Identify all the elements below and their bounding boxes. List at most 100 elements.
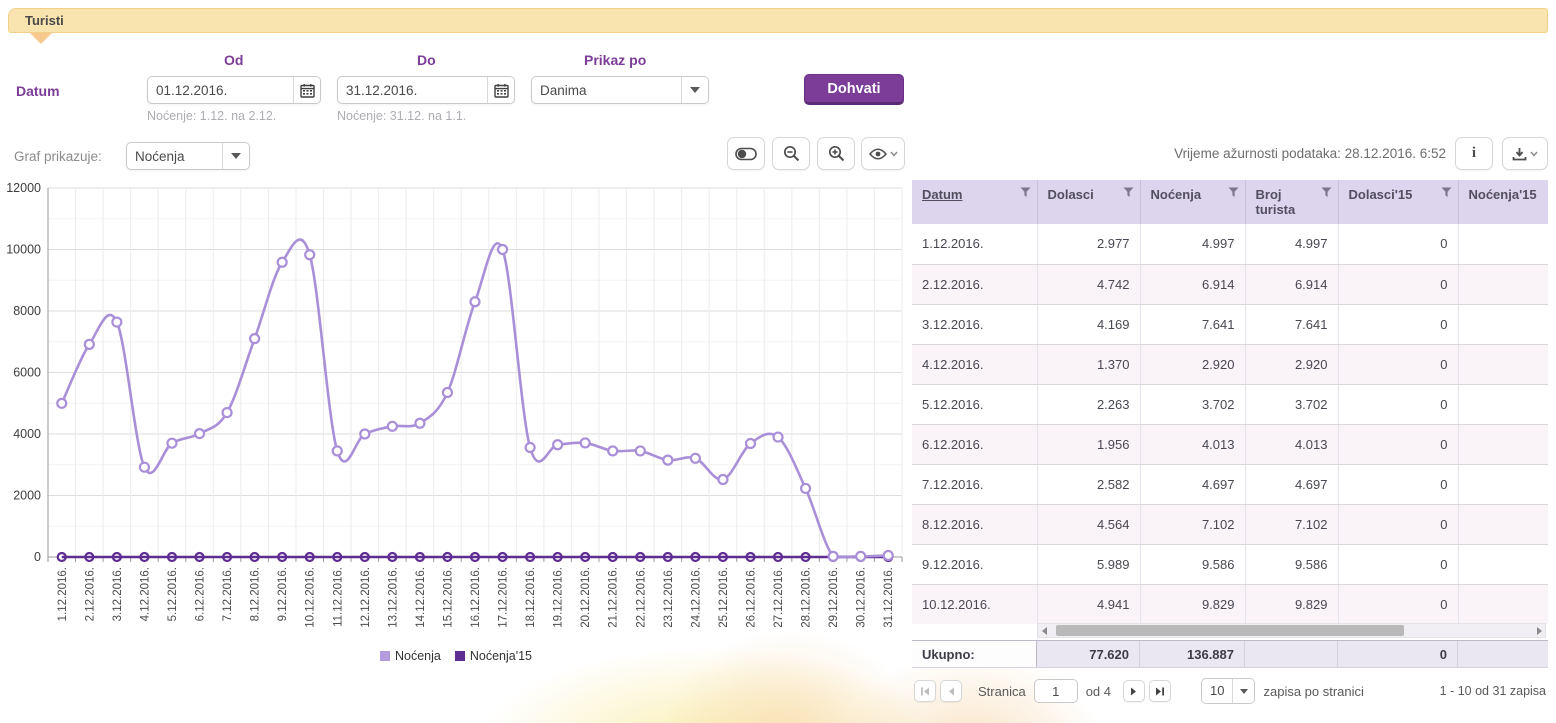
column-header-nocenja15[interactable]: Noćenja'15: [1458, 180, 1548, 224]
filter-icon[interactable]: [1020, 187, 1031, 198]
record-range-label: 1 - 10 od 31 zapisa: [1440, 684, 1546, 698]
do-label: Do: [417, 52, 436, 68]
cell-datum: 6.12.2016.: [912, 424, 1037, 464]
per-page-label: zapisa po stranici: [1263, 684, 1363, 699]
cell-value: 6.914: [1245, 264, 1338, 304]
column-header-datum[interactable]: Datum: [912, 180, 1037, 224]
chart-legend: Noćenja Noćenja'15: [0, 649, 912, 663]
scrollbar-track[interactable]: [1050, 625, 1533, 636]
next-page-button[interactable]: [1123, 680, 1145, 702]
scrollbar-thumb[interactable]: [1056, 625, 1404, 636]
table-row[interactable]: 6.12.2016.1.9564.0134.0130: [912, 424, 1548, 464]
chevron-down-icon[interactable]: [222, 143, 249, 169]
info-button[interactable]: i: [1455, 137, 1493, 170]
chart-toggle-button[interactable]: [727, 137, 765, 170]
cell-value: 2.582: [1037, 464, 1140, 504]
cell-datum: 7.12.2016.: [912, 464, 1037, 504]
column-header-nocenja[interactable]: Noćenja: [1140, 180, 1245, 224]
svg-text:25.12.2016.: 25.12.2016.: [718, 567, 730, 628]
filter-icon[interactable]: [1441, 187, 1452, 198]
legend-item-nocenja[interactable]: Noćenja: [380, 649, 441, 663]
calendar-to-button[interactable]: [487, 77, 514, 103]
totals-nocenja15: [1458, 641, 1548, 667]
zoom-in-button[interactable]: [817, 137, 855, 170]
cell-datum: 3.12.2016.: [912, 304, 1037, 344]
svg-text:17.12.2016.: 17.12.2016.: [498, 567, 510, 628]
cell-value: 0: [1338, 384, 1458, 424]
svg-text:3.12.2016.: 3.12.2016.: [112, 567, 124, 621]
svg-text:6.12.2016.: 6.12.2016.: [195, 567, 207, 621]
column-header-dolasci15[interactable]: Dolasci'15: [1338, 180, 1458, 224]
table-row[interactable]: 3.12.2016.4.1697.6417.6410: [912, 304, 1548, 344]
dohvati-button[interactable]: Dohvati: [804, 74, 904, 105]
cell-value: 4.997: [1245, 224, 1338, 264]
table-row[interactable]: 7.12.2016.2.5824.6974.6970: [912, 464, 1548, 504]
svg-text:10.12.2016.: 10.12.2016.: [305, 567, 317, 628]
last-page-button[interactable]: [1149, 680, 1171, 702]
prikaz-po-select[interactable]: [531, 76, 709, 104]
cell-value: 1.370: [1037, 344, 1140, 384]
cell-value: 9.829: [1140, 584, 1245, 624]
cell-value: 5.989: [1037, 544, 1140, 584]
filter-icon[interactable]: [1228, 187, 1239, 198]
series-visibility-button[interactable]: [861, 137, 905, 170]
date-from-hint: Noćenje: 1.12. na 2.12.: [147, 109, 276, 123]
page-number-input[interactable]: [1034, 679, 1078, 703]
page-size-select[interactable]: 10: [1201, 678, 1255, 704]
cell-datum: 8.12.2016.: [912, 504, 1037, 544]
zoom-out-button[interactable]: [772, 137, 810, 170]
svg-text:30.12.2016.: 30.12.2016.: [856, 567, 868, 628]
cell-datum: 2.12.2016.: [912, 264, 1037, 304]
filter-icon[interactable]: [1123, 187, 1134, 198]
graf-prikazuje-label: Graf prikazuje:: [14, 149, 102, 164]
svg-text:28.12.2016.: 28.12.2016.: [801, 567, 813, 628]
chevron-down-icon: [1530, 151, 1538, 157]
chevron-down-icon[interactable]: [681, 77, 708, 103]
table-row[interactable]: 4.12.2016.1.3702.9202.9200: [912, 344, 1548, 384]
table-row[interactable]: 5.12.2016.2.2633.7023.7020: [912, 384, 1548, 424]
cell-value: 2.977: [1037, 224, 1140, 264]
column-header-broj-turista[interactable]: Broj turista: [1245, 180, 1338, 224]
date-to-group: [337, 76, 515, 104]
totals-row: Ukupno: 77.620 136.887 0: [912, 640, 1548, 668]
cell-value: 0: [1338, 264, 1458, 304]
scroll-right-arrow[interactable]: [1533, 627, 1545, 635]
legend-item-nocenja15[interactable]: Noćenja'15: [455, 649, 532, 663]
svg-text:24.12.2016.: 24.12.2016.: [690, 567, 702, 628]
cell-value: 4.997: [1140, 224, 1245, 264]
graf-prikazuje-value: [127, 143, 222, 169]
table-row[interactable]: 9.12.2016.5.9899.5869.5860: [912, 544, 1548, 584]
svg-text:0: 0: [34, 550, 41, 564]
chevron-down-icon[interactable]: [1232, 679, 1254, 703]
date-to-input[interactable]: [338, 77, 487, 103]
scroll-left-arrow[interactable]: [1038, 627, 1050, 635]
cell-value: 4.697: [1245, 464, 1338, 504]
calendar-from-button[interactable]: [293, 77, 320, 103]
date-from-input[interactable]: [148, 77, 293, 103]
cell-value: 0: [1338, 304, 1458, 344]
svg-text:4000: 4000: [13, 427, 41, 441]
page-count-label: od 4: [1086, 684, 1111, 699]
table-row[interactable]: 8.12.2016.4.5647.1027.1020: [912, 504, 1548, 544]
table-row[interactable]: 2.12.2016.4.7426.9146.9140: [912, 264, 1548, 304]
cell-value: 0: [1338, 224, 1458, 264]
cell-value: 0: [1338, 344, 1458, 384]
cell-datum: 5.12.2016.: [912, 384, 1037, 424]
svg-text:16.12.2016.: 16.12.2016.: [470, 567, 482, 628]
cell-value: 9.586: [1140, 544, 1245, 584]
table-row[interactable]: 1.12.2016.2.9774.9974.9970: [912, 224, 1548, 264]
cell-value: 0: [1338, 544, 1458, 584]
tab-turisti[interactable]: Turisti: [8, 8, 1548, 33]
column-header-dolasci[interactable]: Dolasci: [1037, 180, 1140, 224]
cell-value: 9.829: [1245, 584, 1338, 624]
cell-value: 6.914: [1140, 264, 1245, 304]
table-row[interactable]: 10.12.2016.4.9419.8299.8290: [912, 584, 1548, 624]
graf-prikazuje-select[interactable]: [126, 142, 250, 170]
previous-page-button[interactable]: [940, 680, 962, 702]
cell-value: 4.169: [1037, 304, 1140, 344]
export-button[interactable]: [1502, 137, 1548, 170]
cell-value: 0: [1338, 504, 1458, 544]
filter-icon[interactable]: [1321, 187, 1332, 198]
first-page-button[interactable]: [914, 680, 936, 702]
cell-value: 4.697: [1140, 464, 1245, 504]
